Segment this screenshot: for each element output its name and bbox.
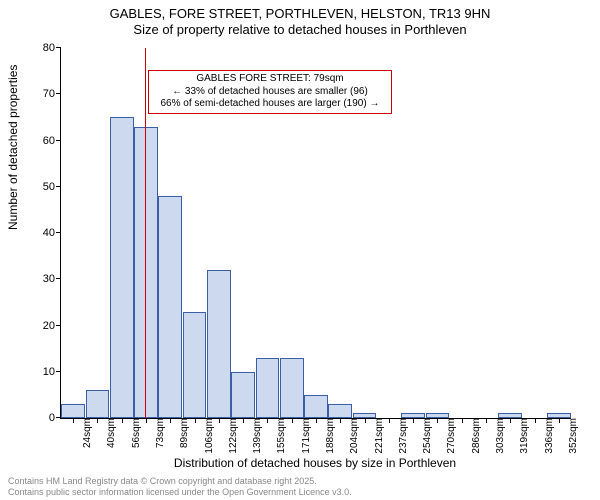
x-tick-mark	[510, 418, 511, 423]
y-tick-label: 80	[25, 42, 61, 54]
x-tick-label: 254sqm	[418, 418, 433, 454]
histogram-bar	[231, 372, 255, 418]
histogram-bar	[280, 358, 304, 418]
footer-line-2: Contains public sector information licen…	[8, 487, 352, 498]
y-tick-mark	[56, 417, 61, 418]
x-tick-label: 40sqm	[102, 418, 117, 448]
histogram-bar	[256, 358, 280, 418]
histogram-bar	[61, 404, 85, 418]
x-tick-mark	[365, 418, 366, 423]
x-tick-mark	[559, 418, 560, 423]
x-tick-mark	[535, 418, 536, 423]
x-tick-mark	[292, 418, 293, 423]
annotation-line-3: 66% of semi-detached houses are larger (…	[153, 98, 388, 111]
x-tick-mark	[73, 418, 74, 423]
x-tick-label: 106sqm	[200, 418, 215, 454]
y-axis-label: Number of detached properties	[6, 65, 20, 230]
y-tick-label: 10	[25, 366, 61, 378]
plot-area: 0102030405060708024sqm40sqm56sqm73sqm89s…	[60, 48, 571, 419]
x-tick-label: 24sqm	[78, 418, 93, 448]
histogram-bar	[304, 395, 328, 418]
chart-title: GABLES, FORE STREET, PORTHLEVEN, HELSTON…	[0, 6, 600, 39]
x-tick-label: 73sqm	[151, 418, 166, 448]
x-tick-label: 286sqm	[467, 418, 482, 454]
y-tick-label: 0	[25, 412, 61, 424]
x-tick-mark	[219, 418, 220, 423]
y-tick-label: 40	[25, 227, 61, 239]
y-tick-mark	[56, 371, 61, 372]
y-tick-mark	[56, 278, 61, 279]
chart-footer: Contains HM Land Registry data © Crown c…	[8, 476, 352, 498]
x-tick-label: 122sqm	[224, 418, 239, 454]
x-tick-mark	[267, 418, 268, 423]
annotation-line-1: GABLES FORE STREET: 79sqm	[153, 73, 388, 86]
x-tick-mark	[316, 418, 317, 423]
y-tick-mark	[56, 140, 61, 141]
x-tick-mark	[486, 418, 487, 423]
x-tick-mark	[97, 418, 98, 423]
x-tick-label: 171sqm	[297, 418, 312, 454]
annotation-box: GABLES FORE STREET: 79sqm← 33% of detach…	[148, 70, 393, 114]
x-tick-label: 155sqm	[272, 418, 287, 454]
y-tick-mark	[56, 186, 61, 187]
x-tick-label: 270sqm	[442, 418, 457, 454]
x-tick-label: 204sqm	[345, 418, 360, 454]
x-tick-label: 221sqm	[370, 418, 385, 454]
y-tick-mark	[56, 325, 61, 326]
x-tick-mark	[195, 418, 196, 423]
x-tick-label: 89sqm	[175, 418, 190, 448]
x-tick-label: 139sqm	[248, 418, 263, 454]
x-tick-mark	[170, 418, 171, 423]
x-tick-label: 56sqm	[127, 418, 142, 448]
x-tick-label: 188sqm	[321, 418, 336, 454]
y-tick-mark	[56, 232, 61, 233]
x-tick-mark	[243, 418, 244, 423]
footer-line-1: Contains HM Land Registry data © Crown c…	[8, 476, 352, 487]
x-tick-label: 352sqm	[564, 418, 579, 454]
x-tick-label: 237sqm	[394, 418, 409, 454]
x-tick-mark	[389, 418, 390, 423]
x-tick-label: 336sqm	[540, 418, 555, 454]
x-tick-mark	[122, 418, 123, 423]
histogram-bar	[328, 404, 352, 418]
x-axis-label: Distribution of detached houses by size …	[60, 456, 570, 470]
y-tick-label: 30	[25, 273, 61, 285]
title-line-1: GABLES, FORE STREET, PORTHLEVEN, HELSTON…	[0, 6, 600, 22]
histogram-bar	[183, 312, 207, 418]
property-size-histogram: GABLES, FORE STREET, PORTHLEVEN, HELSTON…	[0, 0, 600, 500]
y-tick-mark	[56, 47, 61, 48]
y-tick-label: 70	[25, 88, 61, 100]
histogram-bar	[207, 270, 231, 418]
x-tick-mark	[413, 418, 414, 423]
y-tick-mark	[56, 93, 61, 94]
annotation-line-2: ← 33% of detached houses are smaller (96…	[153, 86, 388, 99]
x-tick-mark	[462, 418, 463, 423]
x-tick-mark	[437, 418, 438, 423]
title-line-2: Size of property relative to detached ho…	[0, 22, 600, 38]
y-tick-label: 50	[25, 181, 61, 193]
histogram-bar	[158, 196, 182, 418]
x-tick-label: 319sqm	[515, 418, 530, 454]
histogram-bar	[86, 390, 110, 418]
x-tick-mark	[146, 418, 147, 423]
reference-line	[145, 48, 146, 418]
x-tick-label: 303sqm	[491, 418, 506, 454]
x-tick-mark	[340, 418, 341, 423]
histogram-bar	[110, 117, 134, 418]
y-tick-label: 20	[25, 320, 61, 332]
y-tick-label: 60	[25, 135, 61, 147]
